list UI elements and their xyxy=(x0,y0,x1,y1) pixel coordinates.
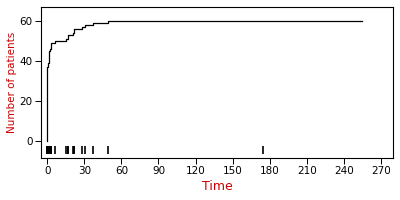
X-axis label: Time: Time xyxy=(202,180,232,193)
Y-axis label: Number of patients: Number of patients xyxy=(7,32,17,133)
